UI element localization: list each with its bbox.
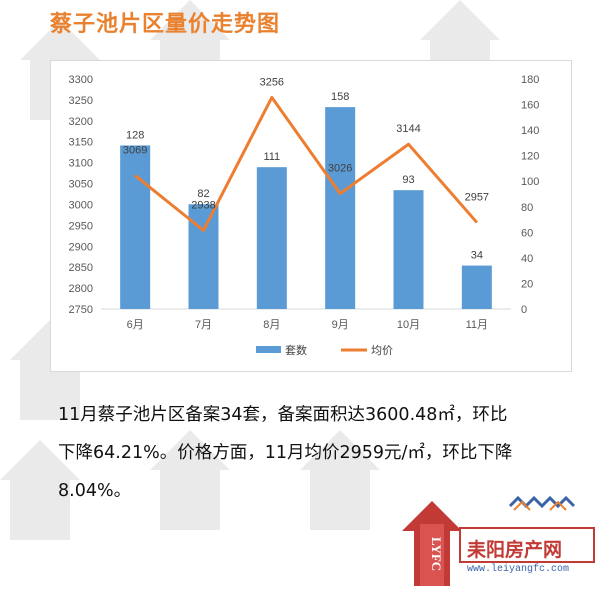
bar bbox=[256, 167, 287, 309]
y-left-tick-label: 3300 bbox=[69, 74, 93, 86]
bar bbox=[461, 265, 492, 309]
legend-swatch-bars bbox=[256, 346, 281, 353]
line-point bbox=[271, 96, 273, 98]
y-right-tick-label: 60 bbox=[521, 227, 533, 239]
logo-url: www.leiyangfc.com bbox=[467, 564, 570, 575]
line-point bbox=[408, 143, 409, 145]
bar bbox=[393, 190, 424, 309]
y-right-tick-label: 180 bbox=[521, 74, 539, 86]
bar bbox=[325, 107, 356, 309]
line-data-label: 3144 bbox=[396, 123, 420, 135]
legend-label-bars: 套数 bbox=[285, 344, 307, 357]
combo-chart: 2750 2800 2850 2900 2950 3000 3050 3100 3150 3200… bbox=[69, 74, 540, 357]
line-data-label: 2957 bbox=[465, 191, 489, 203]
summary-line-2: 下降64.21%。价格方面，11月均价2959元/㎡，环比下降 bbox=[58, 443, 513, 463]
line-data-label: 3026 bbox=[328, 163, 352, 175]
x-tick-label: 8月 bbox=[263, 319, 280, 331]
bar-data-label: 93 bbox=[402, 174, 414, 186]
line-point bbox=[134, 175, 136, 177]
bar-data-label: 82 bbox=[197, 188, 209, 200]
y-right-tick-label: 80 bbox=[521, 202, 533, 214]
logo-name: 耒阳房产网 bbox=[467, 539, 563, 561]
y-left-tick-label: 3200 bbox=[69, 116, 93, 128]
y-left-tick-label: 3000 bbox=[69, 199, 93, 211]
bar bbox=[120, 145, 151, 309]
x-tick-label: 10月 bbox=[397, 319, 420, 331]
bar-data-label: 128 bbox=[126, 129, 144, 141]
y-left-tick-label: 3100 bbox=[69, 158, 93, 170]
bar-data-label: 111 bbox=[263, 151, 280, 163]
chart-title: 蔡子池片区量价走势图 bbox=[50, 12, 281, 37]
chart-area: 2750 2800 2850 2900 2950 3000 3050 3100 3150 3200… bbox=[50, 60, 572, 372]
y-left-tick-label: 2750 bbox=[69, 304, 93, 316]
y-left-tick-label: 3150 bbox=[69, 137, 93, 149]
y-left-tick-label: 3250 bbox=[69, 95, 93, 107]
summary-line-1: 11月蔡子池片区备案34套，备案面积达3600.48㎡，环比 bbox=[58, 405, 508, 425]
y-right-tick-label: 40 bbox=[521, 253, 533, 265]
bar bbox=[188, 204, 219, 309]
line-data-label: 3256 bbox=[260, 76, 284, 88]
line-series bbox=[134, 95, 478, 232]
logo: LYFC 耒阳房产网 www.leiyangfc.com bbox=[392, 486, 597, 591]
y-right-tick-label: 100 bbox=[521, 176, 539, 188]
line-point bbox=[339, 193, 341, 195]
bar-data-label: 34 bbox=[471, 250, 483, 262]
x-tick-label: 7月 bbox=[195, 319, 212, 331]
y-right-tick-label: 160 bbox=[521, 100, 539, 112]
legend-label-line: 均价 bbox=[371, 344, 393, 357]
line-data-label: 2938 bbox=[191, 199, 215, 211]
y-left-tick-label: 3050 bbox=[69, 179, 93, 191]
y-left-tick-label: 2950 bbox=[69, 220, 93, 232]
summary-text: 11月蔡子池片区备案34套，备案面积达3600.48㎡，环比 下降64.21%。… bbox=[58, 396, 573, 510]
x-tick-label: 6月 bbox=[127, 319, 144, 331]
line-point bbox=[476, 221, 478, 223]
y-left-tick-label: 2850 bbox=[69, 262, 93, 274]
x-tick-label: 11月 bbox=[466, 319, 488, 331]
x-tick-label: 9月 bbox=[332, 319, 349, 331]
y-left-tick-label: 2800 bbox=[69, 283, 93, 295]
y-left-tick-label: 2900 bbox=[69, 241, 93, 253]
y-right-tick-label: 0 bbox=[521, 304, 527, 316]
logo-graphic bbox=[402, 495, 595, 586]
y-right-tick-label: 120 bbox=[521, 151, 539, 163]
y-right-tick-label: 140 bbox=[521, 125, 539, 137]
line-point bbox=[203, 229, 204, 231]
line-data-label: 3069 bbox=[123, 145, 147, 157]
bar-data-label: 158 bbox=[331, 91, 349, 103]
y-right-tick-label: 20 bbox=[521, 278, 533, 290]
logo-vertical-text: LYFC bbox=[429, 536, 444, 572]
summary-line-3: 8.04%。 bbox=[58, 481, 132, 501]
